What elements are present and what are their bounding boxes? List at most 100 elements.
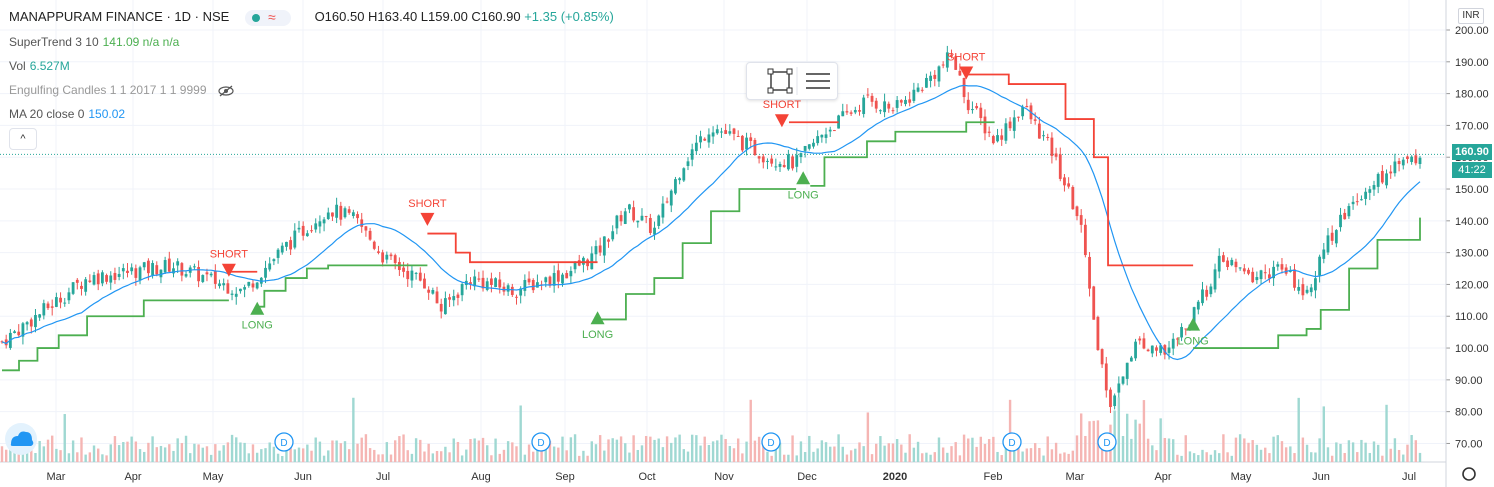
candle-body bbox=[954, 56, 958, 70]
candle-body bbox=[925, 77, 928, 88]
volume-bar bbox=[971, 437, 974, 462]
volume-bar bbox=[356, 443, 359, 462]
volume-bar bbox=[490, 455, 493, 462]
candle-body bbox=[740, 135, 744, 151]
candle-body bbox=[1259, 270, 1263, 280]
indicator-supertrend[interactable]: SuperTrend 3 10 141.09 n/a n/a bbox=[9, 35, 180, 49]
candle-body bbox=[841, 111, 845, 117]
volume-bar bbox=[594, 444, 598, 462]
candle-body bbox=[121, 268, 125, 272]
volume-bar bbox=[4, 449, 8, 462]
candle-body bbox=[46, 303, 50, 309]
candle-body bbox=[1083, 224, 1087, 256]
volume-bar bbox=[55, 448, 58, 462]
dividend-marker[interactable] bbox=[1002, 432, 1022, 452]
dividend-marker-label: D bbox=[1008, 438, 1015, 449]
volume-bar bbox=[46, 439, 50, 462]
volume-bar bbox=[837, 434, 840, 462]
volume-bar bbox=[398, 436, 401, 462]
volume-bar bbox=[582, 450, 585, 462]
volume-bar bbox=[155, 447, 158, 462]
candle-body bbox=[109, 275, 113, 283]
volume-bar bbox=[992, 436, 995, 462]
dividend-marker[interactable] bbox=[1097, 432, 1117, 452]
volume-bar bbox=[1188, 451, 1192, 462]
volume-bar bbox=[1151, 445, 1154, 462]
dividend-marker[interactable] bbox=[531, 432, 551, 452]
volume-bar bbox=[1184, 435, 1187, 462]
volume-bar bbox=[511, 442, 514, 462]
volume-bar bbox=[117, 445, 121, 462]
volume-bar bbox=[427, 443, 430, 462]
collapse-legend-button[interactable]: ^ bbox=[9, 128, 37, 150]
volume-bar bbox=[979, 436, 982, 462]
volume-bar bbox=[414, 438, 418, 462]
candle-body bbox=[1021, 106, 1025, 117]
hidden-eye-icon[interactable] bbox=[218, 85, 234, 97]
candle-body bbox=[372, 241, 376, 249]
cloud-logo-icon[interactable] bbox=[10, 431, 34, 447]
candle-body bbox=[92, 275, 96, 285]
volume-bar bbox=[1079, 413, 1083, 462]
candle-body bbox=[569, 270, 573, 277]
volume-bar bbox=[996, 451, 999, 462]
settings-lines-icon[interactable] bbox=[806, 73, 830, 89]
volume-bar bbox=[707, 445, 711, 462]
volume-bar bbox=[946, 452, 949, 462]
currency-label[interactable]: INR bbox=[1458, 8, 1484, 24]
candle-body bbox=[113, 272, 117, 280]
short-signal-label: SHORT bbox=[763, 99, 802, 111]
candle-body bbox=[975, 106, 979, 109]
volume-bar bbox=[766, 451, 769, 462]
candle-body bbox=[322, 219, 326, 224]
candle-body bbox=[1171, 338, 1175, 349]
volume-bar bbox=[586, 455, 589, 462]
candle-body bbox=[339, 205, 343, 220]
volume-bar bbox=[343, 441, 347, 462]
candle-body bbox=[1380, 170, 1384, 183]
rectangle-tool-icon[interactable] bbox=[767, 68, 793, 94]
candle-body bbox=[142, 262, 146, 268]
candle-body bbox=[489, 278, 493, 285]
volume-bar bbox=[126, 441, 129, 462]
volume-bar bbox=[272, 446, 276, 462]
candle-body bbox=[84, 279, 88, 292]
market-status-pill[interactable]: ≈ bbox=[244, 9, 291, 26]
candle-body bbox=[1406, 156, 1409, 159]
volume-bar bbox=[0, 446, 4, 462]
candle-body bbox=[1276, 264, 1280, 267]
short-signal-label: SHORT bbox=[210, 249, 249, 261]
candle-body bbox=[351, 212, 355, 216]
candle-body bbox=[347, 209, 351, 213]
volume-bar bbox=[1059, 453, 1062, 462]
settings-gear-icon[interactable] bbox=[1462, 467, 1476, 481]
candle-body bbox=[665, 201, 669, 203]
candle-body bbox=[251, 283, 255, 288]
volume-bar bbox=[1268, 453, 1271, 462]
candle-body bbox=[862, 97, 866, 115]
y-tick-label: 190.00 bbox=[1455, 57, 1489, 69]
x-tick-label: Oct bbox=[638, 471, 655, 483]
volume-bar bbox=[1314, 452, 1317, 462]
volume-bar bbox=[829, 446, 832, 462]
candle-body bbox=[1389, 171, 1393, 174]
candle-body bbox=[88, 280, 92, 282]
volume-bar bbox=[1167, 438, 1171, 462]
indicator-ma[interactable]: MA 20 close 0 150.02 bbox=[9, 107, 126, 121]
candle-body bbox=[38, 314, 42, 318]
candle-body bbox=[469, 282, 472, 284]
dividend-marker[interactable] bbox=[274, 432, 294, 452]
volume-bar bbox=[423, 451, 426, 462]
symbol-title[interactable]: MANAPPURAM FINANCE · 1D · NSE bbox=[9, 9, 230, 24]
long-signal-marker bbox=[250, 301, 265, 315]
indicator-volume[interactable]: Vol 6.527M bbox=[9, 59, 70, 73]
volume-bar bbox=[1159, 418, 1162, 462]
volume-bar bbox=[933, 452, 936, 462]
candle-body bbox=[1255, 277, 1259, 281]
indicator-engulfing[interactable]: Engulfing Candles 1 1 2017 1 1 9999 bbox=[9, 83, 234, 97]
volume-bar bbox=[88, 452, 92, 462]
volume-bar bbox=[611, 438, 614, 462]
dividend-marker[interactable] bbox=[761, 432, 781, 452]
candle-body bbox=[1297, 287, 1301, 291]
volume-bar bbox=[749, 399, 752, 462]
